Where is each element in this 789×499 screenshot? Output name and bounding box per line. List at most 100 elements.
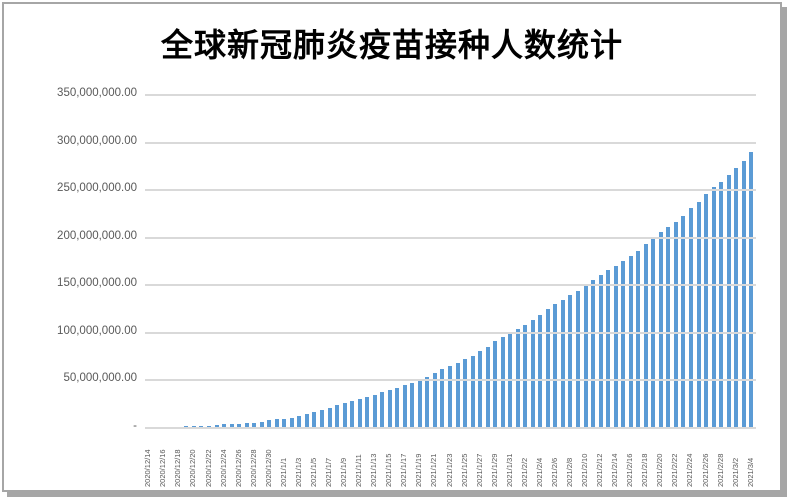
- bar: [538, 315, 543, 428]
- gridline: [145, 427, 756, 429]
- bar: [636, 251, 641, 428]
- x-tick-label: 2021/1/17: [399, 453, 409, 487]
- bar: [402, 385, 407, 428]
- x-tick-label: 2021/2/8: [564, 457, 574, 487]
- x-tick-label: 2021/1/29: [489, 453, 499, 487]
- bar: [470, 356, 475, 428]
- x-tick-label: 2021/2/10: [580, 453, 590, 487]
- x-tick-label: 2021/2/4: [534, 457, 544, 487]
- x-tick-label: 2021/1/21: [429, 453, 439, 487]
- plot-area: [145, 95, 755, 428]
- bar: [749, 152, 754, 428]
- x-tick-label: 2021/1/23: [444, 453, 454, 487]
- bar: [448, 366, 452, 428]
- bar: [606, 270, 611, 428]
- y-tick-label: 250,000,000.00: [57, 182, 137, 195]
- bar: [365, 397, 370, 428]
- gridline: [145, 141, 756, 144]
- y-tick-label: 50,000,000.00: [63, 372, 137, 385]
- bar: [425, 377, 430, 428]
- x-tick-label: 2020/12/16: [158, 449, 168, 487]
- bar: [643, 244, 648, 428]
- bar: [726, 175, 731, 428]
- bar: [312, 412, 317, 428]
- bar: [289, 418, 294, 428]
- bar: [591, 280, 596, 428]
- x-tick-label: 2021/2/24: [685, 453, 695, 487]
- bar: [304, 414, 309, 428]
- bar: [463, 359, 468, 428]
- bar: [455, 363, 460, 428]
- x-tick-label: 2020/12/18: [173, 449, 183, 487]
- bar: [252, 423, 257, 428]
- bar: [666, 227, 671, 428]
- bar: [282, 419, 287, 428]
- bar: [553, 304, 558, 428]
- x-tick-label: 2021/2/26: [700, 453, 710, 487]
- y-tick-label: 200,000,000.00: [57, 229, 137, 242]
- x-tick-label: 2021/1/7: [324, 457, 333, 487]
- x-axis: 2020/12/14 2020/12/16 2020/12/18 2020/12/20…: [143, 431, 760, 489]
- gridline: [145, 379, 756, 382]
- x-tick-label: 2021/1/13: [369, 453, 379, 487]
- bar: [214, 425, 219, 428]
- x-tick-label: 2021/1/5: [308, 457, 318, 487]
- bar: [583, 285, 588, 428]
- y-tick-label: 300,000,000.00: [57, 134, 137, 147]
- gridline: [145, 94, 756, 96]
- bar: [478, 351, 483, 428]
- bar: [719, 182, 724, 428]
- x-tick-label: 2021/1/9: [339, 457, 349, 487]
- bar: [515, 329, 520, 428]
- bar: [628, 256, 633, 428]
- bar: [530, 320, 535, 428]
- x-tick-label: 2021/2/6: [549, 457, 559, 487]
- chart-title: 全球新冠肺炎疫苗接种人数统计: [160, 27, 623, 63]
- bar: [681, 216, 686, 428]
- x-tick-label: 2020/12/14: [143, 449, 153, 487]
- x-tick-label: 2021/1/11: [354, 454, 364, 487]
- bar: [387, 390, 392, 428]
- x-tick-label: 2021/2/22: [670, 453, 680, 487]
- bar: [658, 232, 663, 428]
- y-axis: 350,000,000.00 300,000,000.00 250,000,000.…: [4, 4, 137, 490]
- bar: [274, 419, 279, 428]
- bar: [673, 222, 678, 428]
- bar: [380, 392, 385, 428]
- bar: [267, 420, 272, 428]
- bar: [335, 405, 340, 428]
- x-tick-label: 2021/1/1: [278, 457, 288, 487]
- gridline: [145, 284, 756, 287]
- x-tick-label: 2021/1/19: [414, 453, 424, 487]
- x-tick-label: 2020/12/24: [218, 449, 228, 487]
- x-tick-label: 2021/2/14: [610, 453, 620, 487]
- bar: [395, 388, 400, 428]
- x-tick-label: 2021/1/3: [293, 457, 303, 487]
- chart-frame: 全球新冠肺炎疫苗接种人数统计 350,000,000.00 300,000,000…: [2, 2, 782, 492]
- bar: [432, 373, 437, 428]
- bar: [229, 424, 234, 428]
- bar: [440, 369, 445, 428]
- bar: [485, 347, 490, 428]
- bar: [523, 325, 528, 428]
- bar: [576, 291, 581, 428]
- bar: [568, 295, 573, 428]
- y-tick-label: 150,000,000.00: [57, 277, 137, 290]
- gridline: [145, 236, 756, 239]
- x-tick-label: 2021/2/18: [640, 453, 650, 487]
- x-tick-label: 2021/3/2: [730, 457, 740, 487]
- bar: [613, 266, 618, 428]
- x-tick-label: 2021/2/2: [519, 457, 529, 487]
- bar: [244, 423, 249, 428]
- bar: [621, 261, 626, 428]
- x-tick-label: 2021/2/28: [715, 453, 725, 487]
- x-tick-label: 2021/1/25: [459, 453, 469, 487]
- x-tick-label: 2021/1/15: [384, 453, 394, 487]
- bar: [560, 300, 565, 428]
- bar: [741, 161, 746, 428]
- bar: [734, 168, 739, 428]
- bar: [297, 416, 302, 428]
- bar: [327, 408, 332, 428]
- bar: [342, 403, 347, 428]
